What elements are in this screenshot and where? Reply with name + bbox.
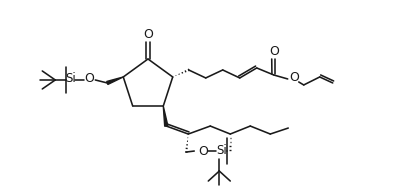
Text: O: O [269,45,279,59]
Text: O: O [143,28,153,41]
Text: O: O [84,72,94,86]
Polygon shape [107,77,123,85]
Polygon shape [163,106,168,126]
Text: Si: Si [216,143,227,157]
Text: O: O [289,71,299,85]
Text: O: O [198,145,208,158]
Text: Si: Si [65,72,76,86]
